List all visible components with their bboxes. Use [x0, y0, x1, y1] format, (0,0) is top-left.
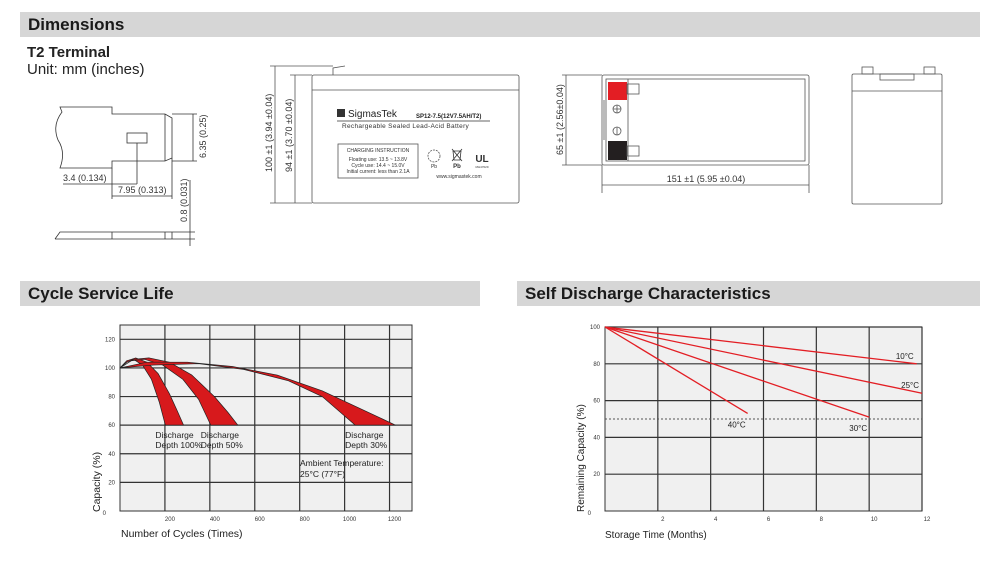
cycle-series-label: Discharge: [345, 430, 384, 440]
dim-terminal-hole: 3.4 (0.134): [63, 173, 107, 183]
brand-name: SigmasTek: [348, 109, 398, 120]
cycle-series-label: Depth 50%: [201, 440, 243, 450]
dim-terminal-thickness: 0.8 (0.031): [179, 178, 189, 222]
cycle-y-tick-label: 80: [108, 395, 115, 401]
brand-logo-icon: [337, 109, 345, 117]
crossed-bin-icon: [451, 148, 463, 162]
terminal-unit: Unit: mm (inches): [27, 61, 145, 78]
sd-x-tick-label: 12: [924, 517, 931, 523]
cycle-x-tick-label: 800: [300, 517, 311, 523]
dim-total-height: 100 ±1 (3.94 ±0.04): [264, 94, 274, 172]
dim-terminal-height: 6.35 (0.25): [198, 114, 208, 158]
cycle-series-label: Discharge: [155, 430, 194, 440]
cycle-series-label: Depth 30%: [345, 440, 387, 450]
cycle-band-1: [119, 357, 239, 426]
cycle-y-tick-label: 100: [105, 366, 116, 372]
recycle-icon: [427, 149, 441, 163]
sd-series-label: 25°C: [901, 381, 919, 390]
cycle-y-axis-label: Capacity (%): [91, 452, 103, 512]
dim-body-height: 94 ±1 (3.70 ±0.04): [284, 99, 294, 172]
positive-terminal: [608, 82, 627, 100]
sd-y-tick-label: 40: [593, 435, 600, 441]
cycle-x-tick-label: 1000: [343, 517, 357, 523]
cycle-x-tick-label: 400: [210, 517, 221, 523]
dim-width: 65 ±1 (2.56±0.04): [555, 84, 565, 155]
sd-y-tick-label: 60: [593, 399, 600, 405]
charging-line-3: Initial current: less than 2.1A: [346, 169, 410, 175]
charging-title: CHARGING INSTRUCTION: [347, 148, 410, 154]
ambient-temp-line-1: Ambient Temperature:: [300, 458, 383, 468]
pb-label-2: Pb: [453, 164, 461, 170]
sd-y-tick-label: 0: [588, 511, 592, 517]
sd-y-axis-label: Remaining Capacity (%): [576, 404, 587, 512]
sd-x-tick-label: 6: [767, 517, 771, 523]
dim-terminal-length: 7.95 (0.313): [118, 185, 167, 195]
negative-terminal: [608, 141, 627, 160]
cycle-y-tick-label: 20: [108, 480, 115, 486]
cycle-y-tick-label: 120: [105, 337, 116, 343]
ul-mark-icon: UL: [475, 154, 488, 165]
section-header-self-discharge: Self Discharge Characteristics: [517, 281, 980, 306]
cycle-band-2: [119, 361, 396, 426]
pb-label-1: Pb: [431, 164, 437, 170]
cycle-series-label: Discharge: [201, 430, 240, 440]
cycle-x-axis-label: Number of Cycles (Times): [121, 528, 243, 540]
sd-series-label: 30°C: [849, 424, 867, 433]
website: www.sigmastek.com: [436, 174, 481, 180]
section-header-cycle-life: Cycle Service Life: [20, 281, 480, 306]
charging-line-1: Floating use: 13.5 ~ 13.8V: [349, 157, 408, 163]
cycle-y-tick-label: 60: [108, 423, 115, 429]
cycle-y-tick-label: 40: [108, 452, 115, 458]
cycle-series-label: Depth 100%: [155, 440, 202, 450]
sd-y-tick-label: 80: [593, 362, 600, 368]
sd-y-tick-label: 100: [590, 325, 601, 331]
sd-x-tick-label: 4: [714, 517, 718, 523]
dim-length: 151 ±1 (5.95 ±0.04): [667, 174, 745, 184]
charging-line-2: Cycle use: 14.4 ~ 15.0V: [351, 163, 405, 169]
sd-series-label: 40°C: [728, 420, 746, 429]
sd-series-label: 10°C: [896, 352, 914, 361]
ambient-temp-line-2: 25°C (77°F): [300, 469, 345, 479]
cycle-x-tick-label: 600: [255, 517, 266, 523]
terminal-title: T2 Terminal: [27, 44, 111, 61]
section-header-dimensions: Dimensions: [20, 12, 980, 37]
battery-description: Rechargeable Sealed Lead-Acid Battery: [342, 123, 470, 130]
sd-x-tick-label: 8: [820, 517, 824, 523]
sd-series-line: [604, 326, 748, 415]
ul-number: MH47029: [475, 165, 488, 169]
terminal-side-plate: [54, 231, 195, 240]
sd-series-line: [604, 326, 917, 365]
cycle-x-tick-label: 200: [165, 517, 176, 523]
model-number: SP12-7.5(12V7.5AH/T2): [416, 114, 481, 120]
sd-series-line: [604, 326, 870, 418]
sd-series-line: [604, 326, 923, 394]
cycle-y-tick-label: 0: [103, 511, 107, 517]
sd-x-tick-label: 2: [661, 517, 665, 523]
sd-x-tick-label: 10: [871, 517, 878, 523]
sd-x-axis-label: Storage Time (Months): [605, 530, 707, 541]
sd-y-tick-label: 20: [593, 472, 600, 478]
cycle-x-tick-label: 1200: [388, 517, 402, 523]
